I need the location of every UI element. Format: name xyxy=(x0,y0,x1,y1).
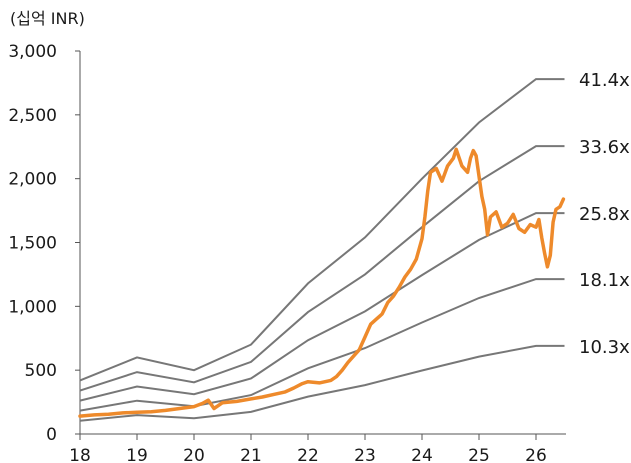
band-label: 41.4x xyxy=(579,70,630,91)
x-tick-label: 23 xyxy=(354,446,376,463)
price-line xyxy=(78,147,566,418)
band-label: 18.1x xyxy=(579,270,630,291)
y-tick-label: 0 xyxy=(46,425,57,445)
band-line-18.1x xyxy=(79,278,565,412)
y-tick-label: 500 xyxy=(25,361,57,381)
pe-band-lines xyxy=(79,78,565,422)
x-tick-label: 24 xyxy=(411,446,433,463)
x-tick-label: 20 xyxy=(183,446,205,463)
x-tick-label: 21 xyxy=(240,446,262,463)
y-tick-label: 2,500 xyxy=(8,106,57,126)
y-tick-label: 1,000 xyxy=(8,297,57,317)
band-line-41.4x xyxy=(79,78,565,382)
y-tick-label: 1,500 xyxy=(8,234,57,254)
band-label: 33.6x xyxy=(579,137,630,158)
unit-label: (십억 INR) xyxy=(10,9,85,28)
x-axis-ticks: 18 19 20 21 22 23 24 25 26 xyxy=(69,434,547,463)
band-labels: 41.4x 33.6x 25.8x 18.1x 10.3x xyxy=(579,70,630,358)
band-label: 25.8x xyxy=(579,204,630,225)
price-series xyxy=(78,147,566,418)
band-line-10.3x xyxy=(79,344,565,422)
x-tick-label: 26 xyxy=(525,446,547,463)
y-tick-label: 3,000 xyxy=(8,42,57,62)
x-tick-label: 25 xyxy=(468,446,490,463)
x-tick-label: 22 xyxy=(297,446,319,463)
band-line-25.8x xyxy=(79,212,565,402)
y-axis-ticks: 0 500 1,000 1,500 2,000 2,500 3,000 xyxy=(8,42,80,445)
x-tick-label: 19 xyxy=(126,446,148,463)
x-tick-label: 18 xyxy=(69,446,91,463)
band-label: 10.3x xyxy=(579,337,630,358)
y-tick-label: 2,000 xyxy=(8,170,57,190)
band-line-33.6x xyxy=(79,145,565,392)
